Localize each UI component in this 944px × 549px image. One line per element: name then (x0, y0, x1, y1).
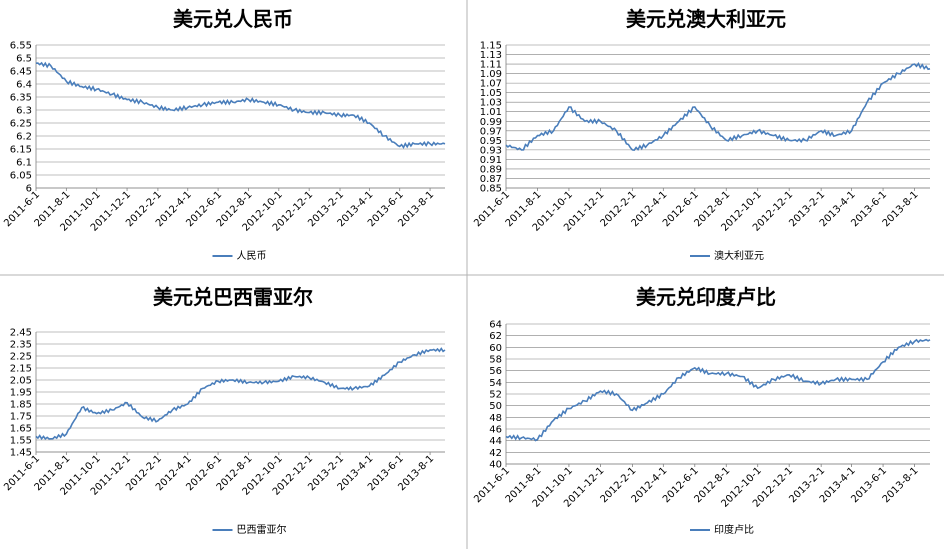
brl-y-tick-label: 1.75 (10, 412, 32, 423)
inr-y-tick-label: 40 (489, 460, 502, 471)
brl-y-tick-label: 2.15 (10, 364, 32, 375)
aud-y-tick-label: 0.89 (480, 164, 502, 175)
cny-y-tick-label: 6.25 (10, 119, 32, 130)
aud-legend-label: 澳大利亚元 (714, 249, 764, 262)
cny-y-tick-label: 6.2 (16, 132, 32, 143)
aud-y-tick-label: 1.09 (480, 69, 502, 80)
cny-y-tick-label: 6.05 (10, 171, 32, 182)
cny-y-tick-label: 6.1 (16, 158, 32, 169)
brl-legend-label: 巴西雷亚尔 (237, 523, 287, 536)
aud-chart-title: 美元兑澳大利亚元 (626, 7, 786, 31)
aud-y-tick-label: 1.13 (480, 50, 502, 61)
brl-chart-title: 美元兑巴西雷亚尔 (153, 285, 313, 309)
inr-y-tick-label: 50 (489, 401, 502, 412)
chart-panels: 美元兑人民币 6.55 6.5 6.45 6.4 6.35 6.3 6.25 6.2 6.15 6.… (2, 7, 931, 536)
inr-y-tick-label: 46 (489, 425, 502, 436)
brl-y-tick-label: 1.45 (10, 448, 32, 459)
cny-y-tick-label: 6.35 (10, 93, 32, 104)
inr-y-tick-label: 48 (489, 413, 502, 424)
cny-y-tick-label: 6.55 (10, 41, 32, 52)
inr-y-tick-label: 62 (489, 331, 502, 342)
cny-y-tick-label: 6.3 (16, 106, 32, 117)
cny-series-line (35, 61, 446, 149)
inr-y-tick-label: 56 (489, 366, 502, 377)
aud-series-line (505, 62, 931, 151)
aud-chart: 美元兑澳大利亚元 1.151.131.111.091.071.051.031.01… (472, 7, 931, 262)
cny-y-tick-label: 6.15 (10, 145, 32, 156)
brl-y-tick-label: 1.55 (10, 436, 32, 447)
aud-y-tick-label: 0.87 (480, 174, 502, 185)
inr-y-tick-label: 54 (489, 378, 502, 389)
cny-y-tick-label: 6 (26, 184, 32, 195)
inr-y-tick-label: 42 (489, 448, 502, 459)
aud-y-tick-label: 0.91 (480, 155, 502, 166)
inr-y-tick-label: 60 (489, 343, 502, 354)
aud-y-tick-label: 1.11 (480, 60, 502, 71)
inr-chart-title: 美元兑印度卢比 (636, 285, 776, 309)
inr-y-tick-label: 44 (489, 436, 502, 447)
brl-y-tick-label: 2.45 (10, 328, 32, 339)
cny-y-tick-label: 6.4 (16, 80, 32, 91)
brl-y-tick-label: 2.05 (10, 376, 32, 387)
aud-y-tick-label: 0.99 (480, 117, 502, 128)
inr-legend-label: 印度卢比 (714, 523, 754, 536)
inr-series-line (505, 338, 931, 442)
aud-y-tick-label: 1.01 (480, 107, 502, 118)
brl-y-tick-label: 1.95 (10, 388, 32, 399)
aud-y-tick-label: 1.07 (480, 79, 502, 90)
cny-legend-label: 人民币 (237, 250, 267, 262)
aud-y-tick-label: 1.03 (480, 98, 502, 109)
aud-y-tick-label: 0.95 (480, 136, 502, 147)
aud-y-tick-label: 1.15 (480, 41, 502, 52)
aud-y-tick-label: 1.05 (480, 88, 502, 99)
aud-y-tick-label: 0.93 (480, 145, 502, 156)
brl-series-line (35, 347, 446, 441)
cny-y-tick-label: 6.45 (10, 67, 32, 78)
inr-chart: 美元兑印度卢比646260585654525048464442402011-6-… (472, 285, 931, 536)
inr-y-tick-label: 64 (489, 320, 502, 331)
brl-y-tick-label: 2.25 (10, 352, 32, 363)
cny-y-tick-label: 6.5 (16, 54, 32, 65)
inr-y-tick-label: 58 (489, 355, 502, 366)
aud-y-tick-label: 0.97 (480, 126, 502, 137)
brl-chart: 美元兑巴西雷亚尔 2.452.352.252.152.051.951.851.75… (2, 285, 446, 536)
aud-y-tick-label: 0.85 (480, 184, 502, 195)
brl-y-tick-label: 2.35 (10, 340, 32, 351)
cny-chart-title: 美元兑人民币 (173, 7, 293, 31)
brl-y-tick-label: 1.65 (10, 424, 32, 435)
cny-chart: 美元兑人民币 6.55 6.5 6.45 6.4 6.35 6.3 6.25 6.2 6.15 6.… (2, 7, 446, 262)
brl-y-tick-label: 1.85 (10, 400, 32, 411)
inr-y-tick-label: 52 (489, 390, 502, 401)
